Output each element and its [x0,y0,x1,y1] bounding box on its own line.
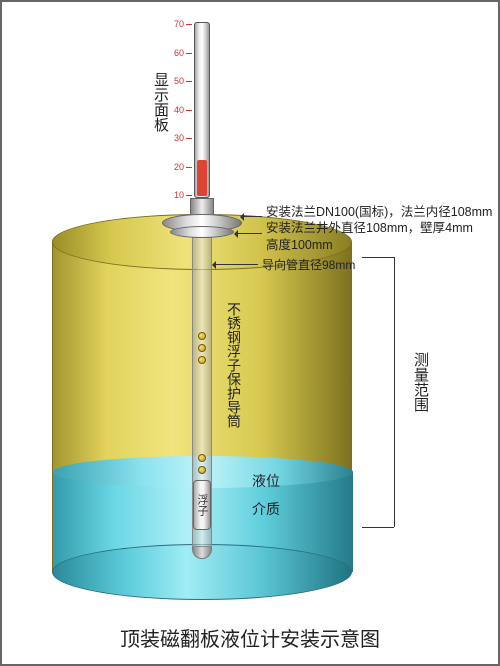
range-bar [394,257,395,527]
label-measure-range: 测量范围 [410,352,431,412]
scale-tick: 20 [174,167,192,168]
scale-tick: 60 [174,53,192,54]
label-flange-spec: 安装法兰DN100(国标)，法兰内径108mm [266,204,492,221]
range-cap-bottom [362,527,394,528]
scale-tick: 50 [174,81,192,82]
label-medium: 介质 [252,500,280,519]
display-panel-scale: 70 60 50 40 30 20 10 [174,24,192,196]
scale-tick: 10 [174,195,192,196]
diagram-caption: 顶装磁翻板液位计安装示意图 [2,623,498,652]
bead-icon [198,466,206,474]
bead-icon [198,344,206,352]
label-liquid-level: 液位 [252,472,280,491]
float-beads-upper [198,332,206,364]
scale-tick: 70 [174,24,192,25]
bead-icon [198,454,206,462]
scale-tick: 40 [174,110,192,111]
display-panel-red-zone [197,160,207,196]
flange-collar [170,226,234,238]
label-collar-spec: 安装法兰井外直径108mm，壁厚4mm 高度100mm [266,220,473,254]
scale-tick: 30 [174,138,192,139]
bead-icon [198,356,206,364]
label-protection-tube: 不锈钢浮子保护导筒 [224,302,244,428]
float: 浮子 [193,480,211,530]
float-label: 浮子 [194,494,210,516]
float-beads-lower [198,454,206,474]
label-display-panel: 显示面板 [150,72,171,132]
leader-flange [242,216,262,217]
bead-icon [198,332,206,340]
leader-collar [236,233,262,234]
label-guide-diameter: 导向管直径98mm [262,257,355,273]
range-cap-top [362,257,394,258]
leader-guide-dia [214,264,258,265]
